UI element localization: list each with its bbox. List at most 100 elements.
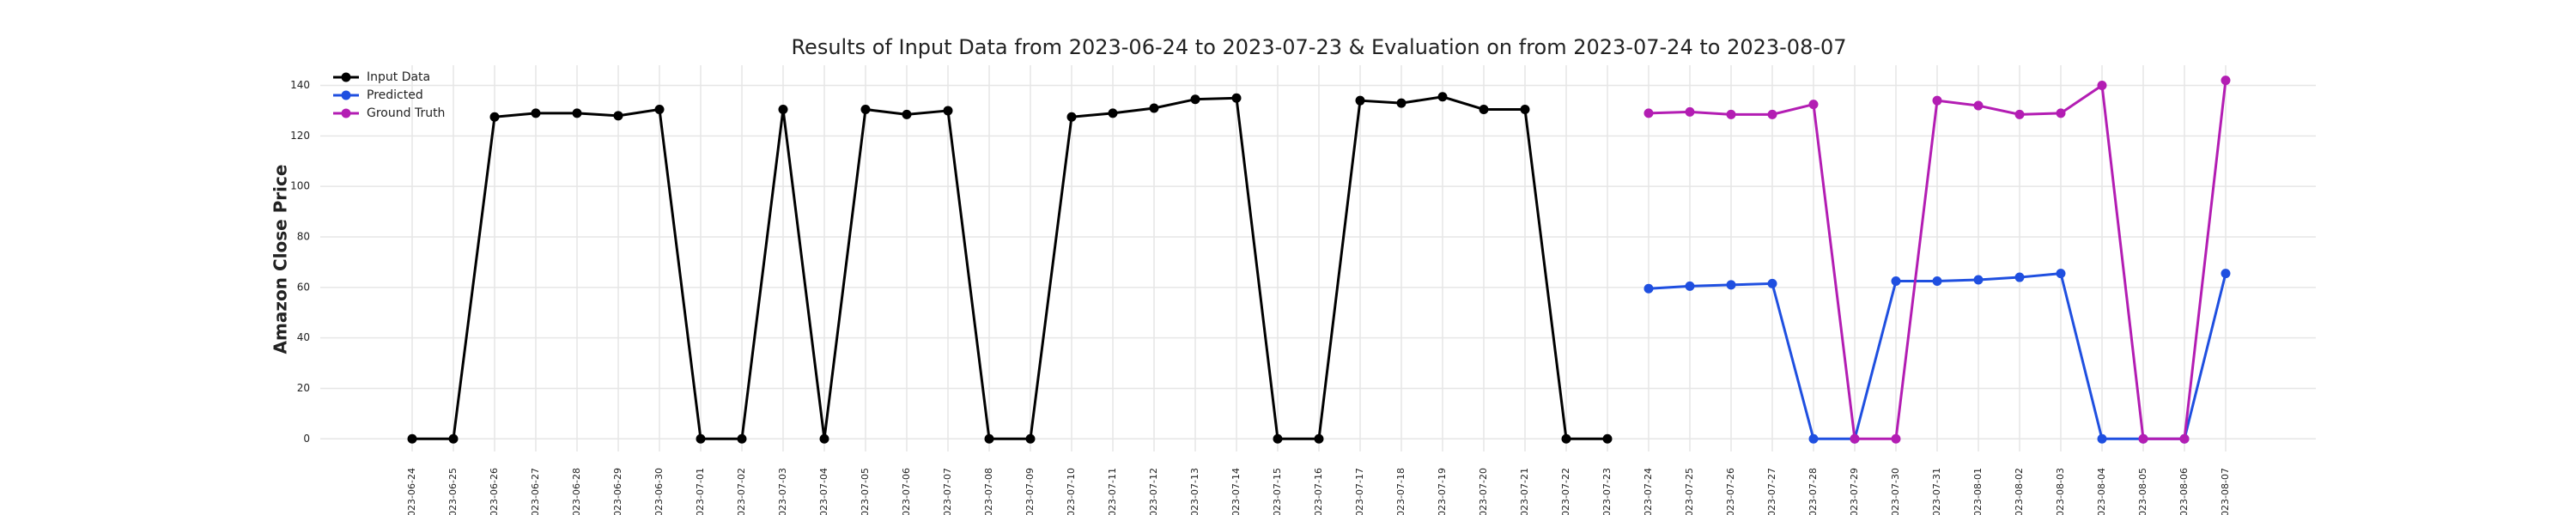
legend-label: Input Data bbox=[367, 70, 430, 84]
x-tick-label: 2023-07-18 bbox=[1395, 468, 1406, 515]
point bbox=[407, 433, 417, 444]
x-tick-label: 2023-07-11 bbox=[1107, 468, 1118, 515]
y-tick-label: 80 bbox=[297, 231, 310, 243]
x-tick-label: 2023-06-29 bbox=[612, 468, 623, 515]
point bbox=[2097, 81, 2107, 91]
point bbox=[2014, 272, 2025, 282]
x-tick-label: 2023-08-01 bbox=[1972, 468, 1984, 515]
point bbox=[1767, 278, 1777, 288]
y-tick-label: 20 bbox=[297, 382, 310, 394]
x-tick-label: 2023-07-26 bbox=[1725, 468, 1736, 515]
point bbox=[1685, 281, 1695, 291]
x-tick-label: 2023-07-24 bbox=[1643, 468, 1654, 515]
x-tick-label: 2023-07-08 bbox=[983, 468, 994, 515]
point bbox=[2056, 269, 2066, 279]
point bbox=[1479, 104, 1489, 114]
point bbox=[1850, 433, 1860, 444]
x-tick-label: 2023-07-31 bbox=[1931, 468, 1942, 515]
point bbox=[1066, 112, 1077, 122]
x-tick-label: 2023-06-30 bbox=[653, 468, 665, 515]
x-tick-label: 2023-06-27 bbox=[530, 468, 541, 515]
point bbox=[1808, 100, 1819, 110]
x-tick-label: 2023-08-03 bbox=[2055, 468, 2066, 515]
point bbox=[448, 433, 459, 444]
point bbox=[1932, 95, 1942, 106]
point bbox=[1973, 100, 1984, 111]
y-axis-label: Amazon Close Price bbox=[270, 165, 291, 354]
legend-marker bbox=[341, 90, 351, 100]
point bbox=[2221, 269, 2231, 279]
point bbox=[531, 108, 541, 118]
x-tick-label: 2023-07-27 bbox=[1766, 468, 1777, 515]
chart-title: Results of Input Data from 2023-06-24 to… bbox=[791, 35, 1846, 59]
y-tick-label: 40 bbox=[297, 331, 310, 343]
point bbox=[1767, 109, 1777, 119]
point bbox=[1891, 276, 1901, 286]
point bbox=[572, 108, 582, 118]
point bbox=[1314, 433, 1324, 444]
point bbox=[984, 433, 994, 444]
x-tick-label: 2023-07-19 bbox=[1437, 468, 1448, 515]
legend-marker bbox=[341, 72, 351, 82]
x-tick-label: 2023-07-22 bbox=[1560, 468, 1571, 515]
x-tick-label: 2023-07-25 bbox=[1684, 468, 1695, 515]
x-tick-label: 2023-08-05 bbox=[2137, 468, 2148, 515]
x-tick-label: 2023-07-09 bbox=[1024, 468, 1036, 515]
point bbox=[1808, 433, 1819, 444]
point bbox=[737, 433, 747, 444]
point bbox=[654, 104, 665, 114]
point bbox=[902, 109, 912, 119]
point bbox=[2056, 108, 2066, 118]
point bbox=[2179, 433, 2190, 444]
point bbox=[696, 433, 706, 444]
x-tick-label: 2023-07-06 bbox=[901, 468, 912, 515]
x-tick-label: 2023-07-15 bbox=[1272, 468, 1283, 515]
point bbox=[1520, 104, 1530, 114]
x-tick-label: 2023-07-05 bbox=[860, 468, 871, 515]
point bbox=[1643, 108, 1654, 118]
point bbox=[1726, 280, 1736, 290]
legend-label: Predicted bbox=[367, 88, 423, 102]
point bbox=[1643, 283, 1654, 294]
point bbox=[1025, 433, 1036, 444]
point bbox=[1726, 109, 1736, 119]
x-tick-label: 2023-07-12 bbox=[1148, 468, 1159, 515]
y-tick-label: 120 bbox=[290, 130, 310, 142]
point bbox=[489, 112, 500, 122]
x-tick-label: 2023-07-02 bbox=[736, 468, 747, 515]
point bbox=[943, 106, 953, 116]
legend-marker bbox=[341, 108, 351, 118]
x-tick-label: 2023-08-02 bbox=[2014, 468, 2025, 515]
point bbox=[1437, 92, 1448, 102]
x-tick-label: 2023-07-28 bbox=[1807, 468, 1819, 515]
y-tick-label: 0 bbox=[303, 433, 310, 445]
point bbox=[1891, 433, 1901, 444]
point bbox=[1149, 103, 1159, 113]
x-tick-label: 2023-08-06 bbox=[2178, 468, 2190, 515]
x-tick-label: 2023-07-20 bbox=[1478, 468, 1489, 515]
point bbox=[2221, 76, 2231, 86]
point bbox=[1973, 275, 1984, 285]
x-tick-label: 2023-07-17 bbox=[1354, 468, 1365, 515]
x-tick-label: 2023-07-10 bbox=[1066, 468, 1077, 515]
y-tick-label: 140 bbox=[290, 79, 310, 91]
x-tick-label: 2023-06-26 bbox=[489, 468, 500, 515]
point bbox=[778, 104, 788, 114]
point bbox=[613, 111, 623, 121]
point bbox=[1602, 433, 1613, 444]
x-tick-label: 2023-07-14 bbox=[1230, 468, 1242, 515]
x-tick-label: 2023-07-23 bbox=[1601, 468, 1613, 515]
x-tick-label: 2023-07-21 bbox=[1519, 468, 1530, 515]
x-tick-label: 2023-07-01 bbox=[695, 468, 706, 515]
x-tick-label: 2023-06-24 bbox=[406, 468, 417, 515]
x-tick-label: 2023-07-07 bbox=[942, 468, 953, 515]
point bbox=[1932, 276, 1942, 286]
point bbox=[1396, 98, 1406, 108]
point bbox=[1273, 433, 1283, 444]
point bbox=[1108, 108, 1118, 118]
x-tick-label: 2023-06-25 bbox=[447, 468, 459, 515]
point bbox=[1561, 433, 1571, 444]
point bbox=[1685, 106, 1695, 117]
x-tick-label: 2023-08-07 bbox=[2220, 468, 2231, 515]
